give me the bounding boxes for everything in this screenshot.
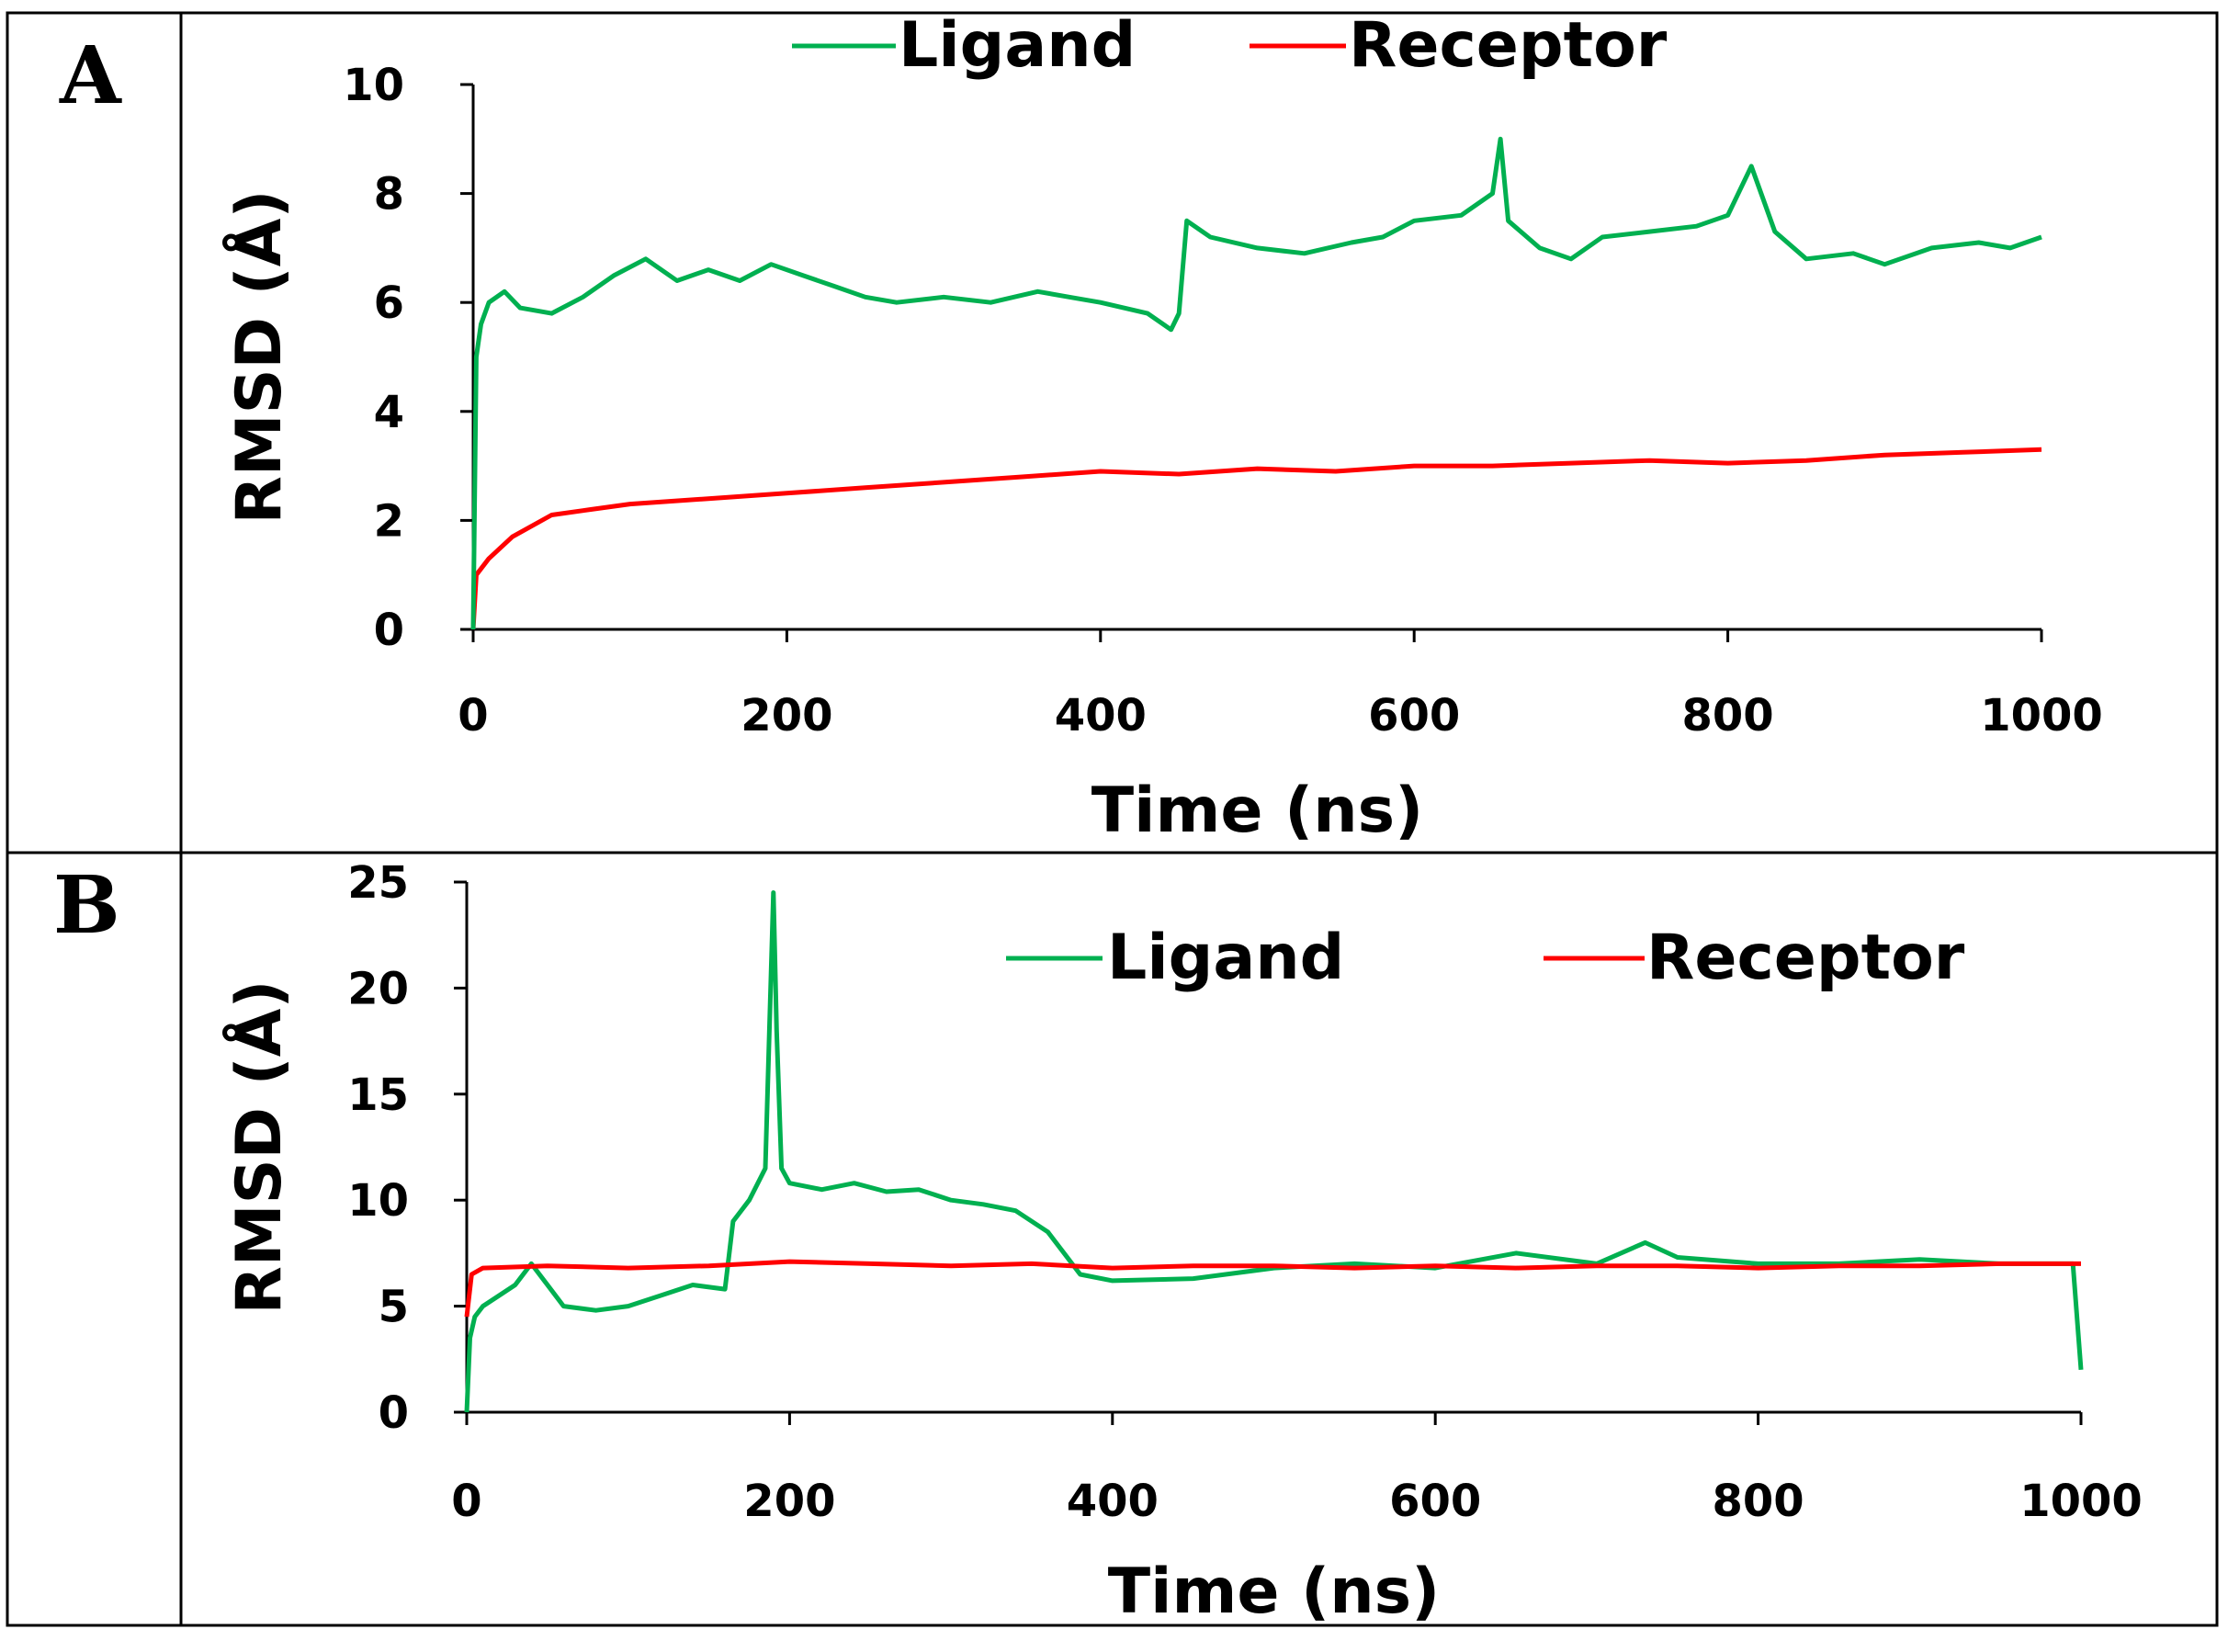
series-line-ligand	[464, 890, 2084, 1413]
x-tick-label: 0	[458, 690, 488, 741]
series-line-receptor	[464, 1259, 2081, 1318]
y-tick-label: 10	[347, 1175, 409, 1227]
x-axis-title: Time (ns)	[1091, 775, 1423, 847]
y-axis-title: RMSD (Å)	[222, 980, 296, 1315]
panel-b-chart: B 0 5 10 15 20 25 0 200 400 600 800 1000 Time (ns) RMS…	[53, 857, 2143, 1628]
panel-label: B	[53, 859, 120, 952]
x-tick-label: 1000	[1980, 690, 2103, 741]
x-tick-label: 600	[1368, 690, 1460, 741]
y-tick-label: 4	[374, 387, 404, 438]
y-tick-label: 8	[374, 169, 404, 221]
panel-label: A	[59, 29, 122, 122]
y-tick-label: 5	[379, 1282, 409, 1333]
x-tick-label: 800	[1681, 690, 1773, 741]
x-tick-label: 200	[743, 1476, 835, 1527]
y-tick-label: 0	[379, 1387, 409, 1439]
x-tick-label: 600	[1389, 1476, 1481, 1527]
legend-label-receptor: Receptor	[1646, 922, 1965, 994]
panel-a-chart: A 0 2 4 6 8 10 0 200 400 600 800 1000 Time (ns) RMSD (…	[59, 9, 2103, 847]
y-tick-label: 20	[347, 963, 409, 1014]
y-tick-label: 2	[374, 495, 404, 547]
x-tick-label: 0	[451, 1476, 481, 1527]
legend-label-ligand: Ligand	[899, 9, 1136, 82]
y-tick-label: 10	[343, 60, 404, 111]
x-tick-label: 200	[741, 690, 832, 741]
x-tick-label: 800	[1712, 1476, 1804, 1527]
figure-frame	[6, 11, 2219, 1627]
series-line-ligand	[470, 136, 2042, 630]
y-tick-label: 15	[347, 1069, 409, 1121]
series-line-receptor	[470, 447, 2042, 630]
legend-label-ligand: Ligand	[1107, 922, 1344, 994]
y-tick-label: 6	[374, 277, 404, 329]
x-tick-label: 400	[1055, 690, 1147, 741]
y-tick-label: 0	[374, 605, 404, 656]
y-axis-title: RMSD (Å)	[222, 190, 296, 525]
x-tick-label: 1000	[2019, 1476, 2143, 1527]
y-tick-label: 25	[347, 857, 409, 909]
x-axis-title: Time (ns)	[1108, 1556, 1440, 1628]
legend-label-receptor: Receptor	[1349, 9, 1668, 82]
x-tick-label: 400	[1067, 1476, 1159, 1527]
